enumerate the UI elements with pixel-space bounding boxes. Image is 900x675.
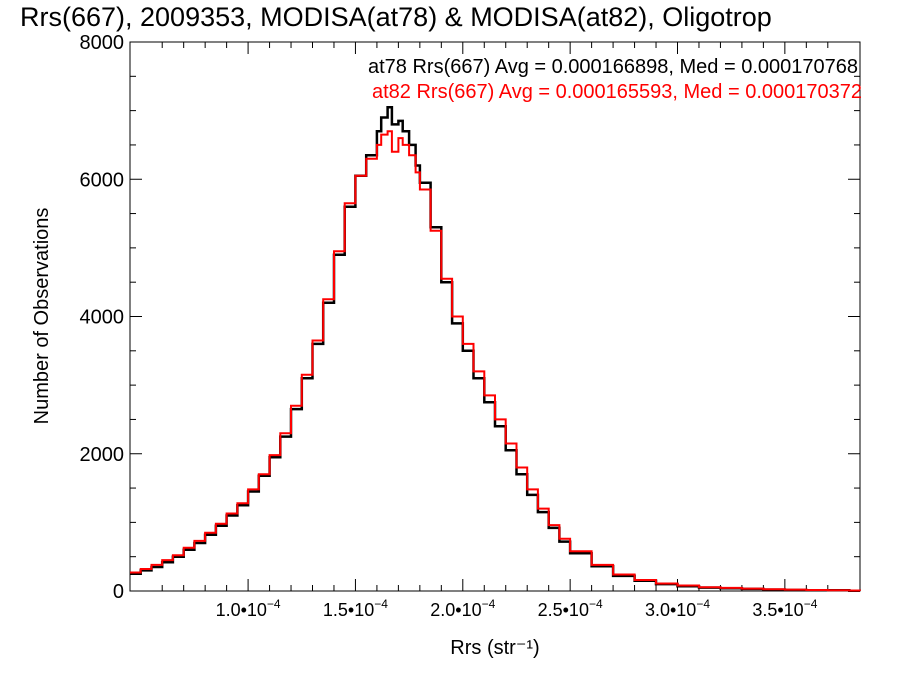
x-axis: 1.0•10−4 1.5•10−4 2.0•10−4 2.5•10−4 3.0•10−4…	[161, 42, 829, 620]
x-axis-label: Rrs (str⁻¹)	[450, 637, 539, 659]
series-at78-line	[130, 105, 860, 592]
y-tick-label: 8000	[80, 32, 125, 54]
x-tick-label: 1.0•10−4	[216, 597, 281, 620]
chart-title: Rrs(667), 2009353, MODISA(at78) & MODISA…	[20, 2, 772, 32]
y-tick-label: 4000	[80, 307, 125, 329]
legend-entry-at82: at82 Rrs(667) Avg = 0.000165593, Med = 0…	[372, 81, 862, 103]
y-tick-label: 0	[113, 581, 124, 603]
y-tick-label: 2000	[80, 444, 125, 466]
legend-entry-at78: at78 Rrs(667) Avg = 0.000166898, Med = 0…	[368, 56, 858, 78]
y-axis-label: Number of Observations	[31, 208, 53, 425]
x-tick-label: 3.0•10−4	[645, 597, 710, 620]
y-axis: 0 2000 4000 6000 8000	[80, 32, 860, 603]
x-tick-label: 2.0•10−4	[430, 597, 495, 620]
x-tick-label: 3.5•10−4	[752, 597, 817, 620]
x-tick-label: 2.5•10−4	[538, 597, 603, 620]
x-tick-label: 1.5•10−4	[323, 597, 388, 620]
series-at82-line	[130, 130, 861, 592]
plot-frame	[129, 41, 861, 592]
series-layer	[130, 105, 861, 592]
y-tick-label: 6000	[80, 169, 125, 191]
